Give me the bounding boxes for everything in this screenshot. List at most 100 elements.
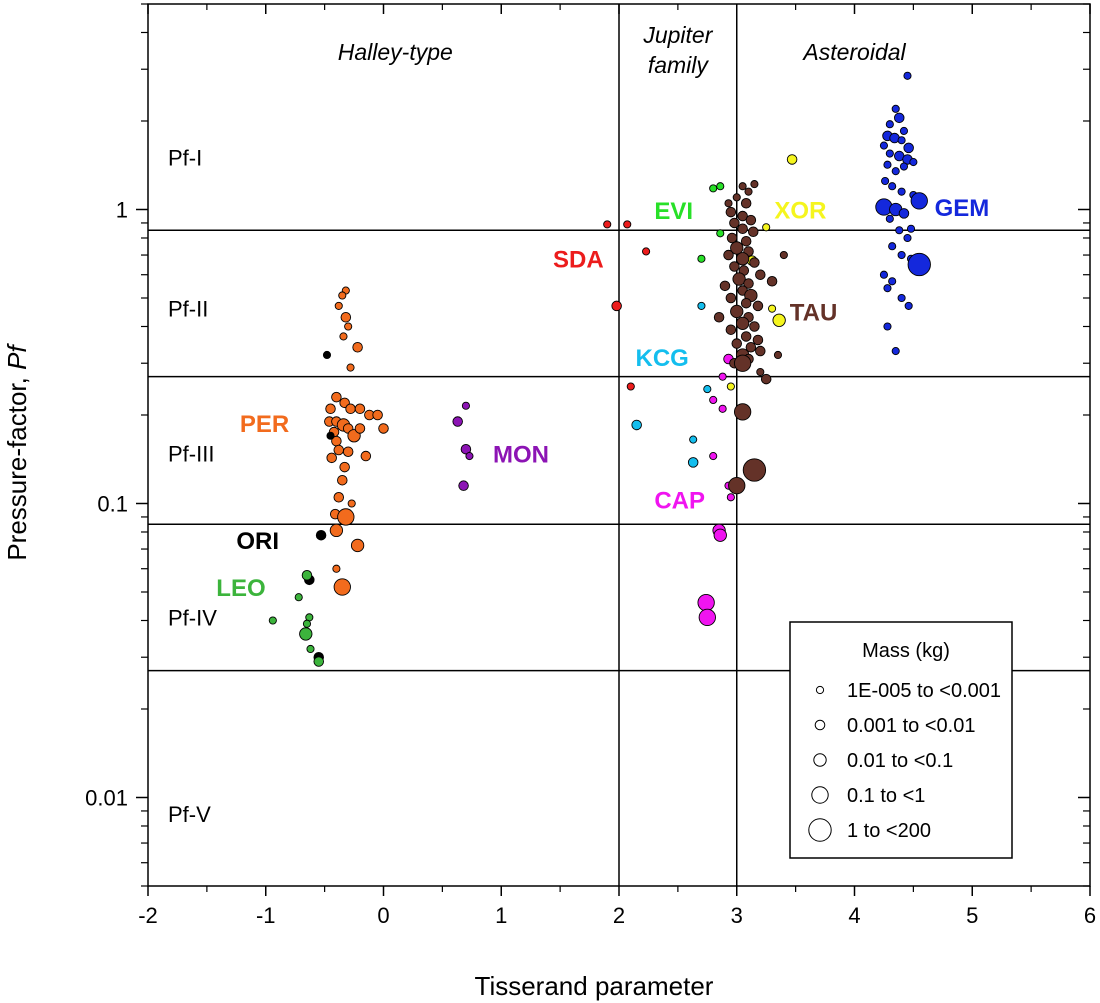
data-point-tau — [733, 354, 752, 372]
data-point-per — [331, 391, 342, 403]
data-point-gem — [897, 250, 906, 260]
data-point-tau — [744, 187, 753, 196]
data-point-tau — [740, 235, 752, 247]
data-point-leo — [302, 619, 312, 628]
shower-label-per: PER — [240, 411, 289, 438]
data-point-per — [346, 363, 355, 372]
shower-label-kcg: KCG — [635, 345, 688, 372]
data-point-tau — [752, 334, 764, 346]
data-point-tau — [735, 316, 750, 330]
data-point-tau — [749, 321, 760, 332]
data-point-tau — [726, 232, 738, 244]
data-point-tau — [724, 199, 733, 208]
y-axis-title: Pressure-factor, Pf — [2, 343, 32, 561]
data-point-cap — [709, 452, 718, 461]
data-point-xor — [762, 223, 771, 232]
legend-marker — [808, 818, 832, 842]
data-point-tau — [719, 280, 731, 292]
data-point-gem — [895, 226, 904, 235]
region-label-asteroidal: Asteroidal — [801, 39, 906, 65]
data-point-mon — [461, 401, 470, 410]
data-point-tau — [723, 249, 734, 261]
data-point-tau — [740, 198, 752, 209]
data-point-sda — [626, 382, 635, 391]
data-point-per — [372, 409, 383, 421]
data-point-per — [354, 403, 366, 415]
data-point-evi — [716, 182, 725, 191]
legend-entries: 1E-005 to <0.001 0.001 to <0.01 0.01 to <0… — [808, 680, 1001, 842]
legend-entry-label: 0.001 to <0.01 — [847, 715, 975, 737]
shower-label-evi: EVI — [654, 198, 693, 225]
data-point-gem — [904, 301, 913, 310]
data-point-gem — [897, 136, 906, 145]
data-point-gem — [888, 277, 897, 286]
data-point-gem — [885, 214, 894, 223]
data-point-tau — [749, 257, 760, 268]
x-tick-label: -1 — [256, 903, 276, 928]
data-point-tau — [747, 226, 759, 238]
data-point-tau — [713, 312, 725, 323]
data-point-kcg — [697, 301, 706, 310]
data-point-sda — [642, 247, 651, 256]
y-tick-label: 1 — [116, 197, 128, 222]
data-point-gem — [891, 347, 900, 356]
data-point-ori — [315, 529, 327, 541]
data-point-mon — [465, 452, 474, 461]
data-point-cap — [726, 493, 735, 502]
x-tick-label: 3 — [731, 903, 743, 928]
data-point-tau — [735, 252, 750, 266]
data-point-per — [332, 564, 341, 573]
data-point-tau — [773, 350, 783, 360]
data-point-tau — [740, 331, 752, 342]
data-point-leo — [299, 627, 313, 641]
data-point-gem — [883, 160, 892, 169]
region-label-line: family — [648, 52, 710, 78]
data-point-per — [334, 301, 343, 310]
pf-class-label: Pf-II — [168, 297, 208, 322]
data-point-cap — [709, 395, 718, 405]
data-point-tau — [766, 276, 778, 287]
data-point-per — [340, 312, 352, 323]
legend-entry-label: 1 to <200 — [847, 820, 931, 842]
data-point-mon — [452, 416, 463, 427]
data-point-per — [378, 423, 389, 434]
data-point-tau — [737, 210, 748, 222]
data-point-evi — [709, 184, 718, 193]
x-tick-label: -2 — [138, 903, 158, 928]
data-point-kcg — [687, 457, 699, 468]
data-point-gem — [897, 187, 906, 196]
data-point-leo — [313, 656, 324, 667]
data-point-kcg — [689, 435, 698, 444]
data-point-per — [333, 578, 351, 596]
data-point-per — [326, 452, 337, 464]
data-point-per — [352, 341, 363, 353]
data-point-tau — [729, 217, 740, 229]
y-axis-title-symbol: Pf — [2, 343, 32, 370]
data-point-xor — [768, 304, 777, 313]
data-point-gem — [888, 182, 897, 191]
data-point-tau — [756, 367, 765, 377]
data-point-gem — [899, 126, 909, 135]
region-label-line: Jupiter — [642, 22, 713, 48]
data-point-tau — [725, 292, 737, 304]
data-point-tau — [745, 214, 757, 226]
data-point-tau — [745, 341, 757, 353]
data-point-tau — [755, 269, 766, 280]
axis-ticks: -2 -1 0 1 2 3 4 5 6 0.01 0.1 1 — [85, 3, 1096, 928]
shower-label-xor: XOR — [774, 197, 826, 224]
data-point-per — [333, 444, 345, 456]
legend-marker — [814, 719, 826, 731]
data-point-tau — [732, 193, 741, 202]
x-tick-label: 5 — [966, 903, 978, 928]
data-point-xor — [786, 154, 798, 165]
data-point-gem — [907, 252, 931, 277]
data-point-tau — [752, 300, 764, 312]
data-point-gem — [899, 162, 909, 171]
data-point-per — [344, 322, 353, 331]
data-point-gem — [891, 167, 900, 176]
data-point-tau — [729, 261, 740, 272]
legend: Mass (kg) 1E-005 to <0.001 0.001 to <0.01… — [789, 621, 1013, 859]
legend-marker — [815, 685, 825, 695]
data-point-kcg — [703, 385, 712, 394]
